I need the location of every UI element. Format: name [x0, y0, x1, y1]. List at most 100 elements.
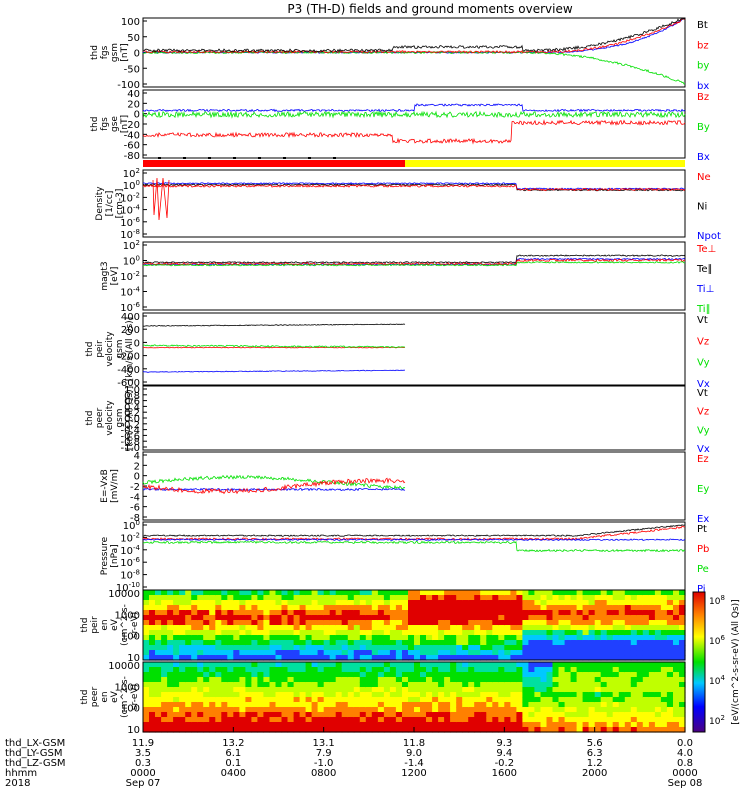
x-axis-layer: thd_LX-GSM 11.9 13.2 13.1 11.8 9.3 5.6 0.0thd_L… — [5, 727, 702, 789]
heatmap-cell — [486, 722, 493, 728]
heatmap-cell — [359, 672, 367, 678]
heatmap-cell — [630, 722, 638, 728]
heatmap-cell — [564, 682, 572, 688]
heatmap-cell — [588, 682, 596, 688]
heatmap-cell — [143, 630, 150, 636]
heatmap-cell — [492, 650, 499, 656]
heatmap-cell — [185, 630, 192, 636]
heatmap-cell — [257, 712, 264, 718]
heatmap-cell — [389, 722, 397, 728]
heatmap-cell — [221, 590, 228, 596]
heatmap-cell — [221, 717, 228, 723]
heatmap-cell — [522, 655, 529, 661]
heatmap-cell — [305, 682, 313, 688]
heatmap-cell — [480, 645, 487, 651]
heatmap-cell — [227, 620, 234, 626]
heatmap-cell — [648, 722, 656, 728]
heatmap-cell — [660, 615, 668, 621]
colorbar-tick-label: 104 — [709, 674, 725, 687]
heatmap-cell — [143, 702, 150, 708]
heatmap-cell — [239, 605, 246, 611]
heatmap-cell — [594, 640, 602, 646]
heatmap-cell — [426, 672, 433, 678]
heatmap-cell — [426, 645, 433, 651]
heatmap-cell — [287, 650, 295, 656]
heatmap-cell — [618, 712, 626, 718]
heatmap-cell — [534, 692, 541, 698]
heatmap-cell — [546, 655, 554, 661]
heatmap-cell — [335, 727, 343, 733]
heatmap-cell — [582, 692, 590, 698]
heatmap-cell — [492, 620, 499, 626]
heatmap-cell — [642, 615, 650, 621]
heatmap-cell — [666, 625, 674, 631]
heatmap-cell — [438, 595, 445, 601]
heatmap-cell — [414, 692, 421, 698]
series-line — [142, 18, 686, 54]
heatmap-cell — [209, 610, 216, 616]
heatmap-cell — [179, 640, 186, 646]
heatmap-cell — [642, 630, 650, 636]
heatmap-cell — [564, 727, 572, 733]
heatmap-cell — [251, 605, 258, 611]
heatmap-cell — [263, 687, 270, 693]
heatmap-cell — [474, 697, 481, 703]
heatmap-cell — [480, 727, 487, 733]
heatmap-cell — [546, 727, 554, 733]
heatmap-cell — [546, 635, 554, 641]
heatmap-cell — [438, 620, 445, 626]
heatmap-cell — [522, 672, 529, 678]
heatmap-cell — [209, 702, 216, 708]
heatmap-cell — [618, 682, 626, 688]
heatmap-cell — [377, 677, 385, 683]
heatmap-cell — [408, 615, 415, 621]
heatmap-cell — [636, 722, 644, 728]
heatmap-cell — [660, 620, 668, 626]
heatmap-cell — [299, 707, 307, 713]
heatmap-cell — [600, 615, 608, 621]
heatmap-cell — [251, 625, 258, 631]
heatmap-cell — [365, 590, 373, 596]
heatmap-cell — [486, 672, 493, 678]
heatmap-cell — [474, 667, 481, 673]
heatmap-cell — [233, 645, 240, 651]
heatmap-cell — [179, 697, 186, 703]
heatmap-cell — [432, 635, 439, 641]
heatmap-cell — [329, 615, 337, 621]
heatmap-cell — [275, 687, 283, 693]
heatmap-cell — [456, 625, 463, 631]
heatmap-cell — [636, 650, 644, 656]
heatmap-cell — [480, 620, 487, 626]
heatmap-cell — [414, 682, 421, 688]
heatmap-cell — [389, 687, 397, 693]
heatmap-cell — [498, 722, 505, 728]
heatmap-cell — [546, 697, 554, 703]
y-tick-label: -0.2 — [120, 420, 140, 431]
heatmap-cell — [359, 650, 367, 656]
heatmap-cell — [468, 625, 475, 631]
heatmap-cell — [221, 692, 228, 698]
heatmap-cell — [546, 645, 554, 651]
heatmap-cell — [167, 640, 174, 646]
heatmap-cell — [618, 687, 626, 693]
heatmap-cell — [323, 600, 331, 606]
heatmap-cell — [612, 635, 620, 641]
heatmap-cell — [275, 655, 283, 661]
heatmap-cell — [666, 610, 674, 616]
heatmap-cell — [426, 635, 433, 641]
heatmap-cell — [251, 687, 258, 693]
heatmap-cell — [679, 625, 686, 631]
heatmap-cell — [456, 717, 463, 723]
heatmap-cell — [618, 640, 626, 646]
heatmap-cell — [606, 692, 614, 698]
heatmap-cell — [383, 727, 391, 733]
heatmap-cell — [377, 600, 385, 606]
heatmap-cell — [155, 635, 162, 641]
series-line — [142, 474, 406, 490]
heatmap-cell — [221, 682, 228, 688]
y-tick-label: 10000 — [108, 589, 140, 600]
heatmap-cell — [582, 590, 590, 596]
heatmap-cell — [612, 595, 620, 601]
heatmap-cell — [666, 682, 674, 688]
